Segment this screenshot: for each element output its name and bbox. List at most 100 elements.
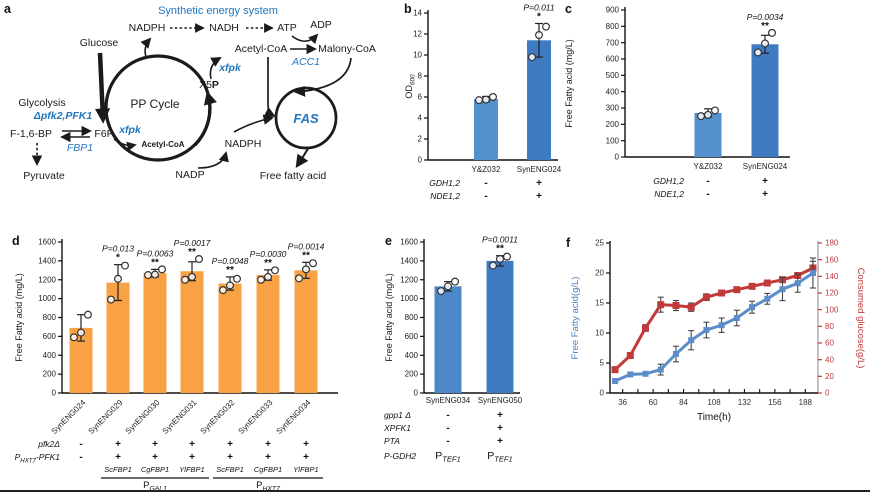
label-acc1-gene: ACC1 <box>291 56 320 68</box>
data-point <box>488 261 497 270</box>
series-marker <box>733 286 741 294</box>
y-axis-title: Free Fatty acid (mg/L) <box>564 39 574 128</box>
series-marker <box>672 302 680 309</box>
data-point <box>711 106 720 115</box>
y-tick-label: 700 <box>606 38 620 47</box>
significance-stars: ** <box>496 244 504 255</box>
chart-svg-f: 0 5 10 15 20 25 Free Fatty acid(g/L) 0 20 40 60 80 1… <box>570 239 866 423</box>
genotype-row-label: NDE1,2 <box>430 191 460 201</box>
y-tick-label: 0 <box>52 389 57 398</box>
series-marker <box>763 279 771 287</box>
genotype-value: CgFBP1 <box>254 465 282 474</box>
genotype-value: + <box>303 452 309 463</box>
arrow-nadp-to-nadph <box>197 151 229 169</box>
genotype-row-label: NDE1,2 <box>654 189 684 199</box>
label-f6p: F6P <box>94 128 113 140</box>
genotype-row-label: PTA <box>384 436 400 446</box>
arrow-atp-to-adp <box>291 33 319 45</box>
genotype-row-label: GDH1,2 <box>429 178 460 188</box>
genotype-value: - <box>79 452 82 463</box>
data-point <box>151 270 160 279</box>
data-point <box>481 95 490 104</box>
genotype-value: + <box>227 439 233 450</box>
panel-letter-c: c <box>565 2 572 16</box>
p-value: P=0.0011 <box>482 235 518 245</box>
y-tick-label: 1200 <box>400 275 418 284</box>
right-y-tick-label: 100 <box>825 305 839 314</box>
genotype-value: + <box>762 176 768 187</box>
arrow-cycle-to-x5p <box>193 90 217 147</box>
bar-SynENG031 <box>180 271 204 393</box>
genotype-value: CgFBP1 <box>141 465 169 474</box>
y-axis-title: Free Fatty acid (mg/L) <box>14 273 24 362</box>
x-tick-label: 36 <box>618 398 627 407</box>
panel-a-diagram: Synthetic energy system NADPH NADH ATP A… <box>10 5 376 182</box>
series-marker <box>611 366 619 374</box>
significance-stars: ** <box>302 250 310 261</box>
x-category-label: SynENG050 <box>478 396 523 405</box>
right-y-tick-label: 180 <box>825 239 839 248</box>
panel-letter-b: b <box>404 2 412 16</box>
genotype-value: + <box>303 439 309 450</box>
data-point <box>754 48 763 57</box>
y-tick-label: 1000 <box>38 294 56 303</box>
data-point <box>257 275 266 284</box>
y-tick-label: 1200 <box>38 275 56 284</box>
genotype-value: - <box>706 189 709 200</box>
label-pp-cycle: PP Cycle <box>130 97 179 111</box>
data-point <box>195 254 204 263</box>
arrow-nadph-to-fas <box>233 114 274 133</box>
series-marker <box>627 371 634 378</box>
p-value: P=0.011 <box>523 3 555 13</box>
y-tick-label: 400 <box>405 351 419 360</box>
arrow-fas-to-ffa <box>295 146 310 169</box>
y-tick-label: 4 <box>418 114 423 123</box>
x-tick-label: 132 <box>738 398 752 407</box>
series-marker <box>748 282 756 290</box>
data-point <box>144 271 153 280</box>
label-acetyl-coa-top: Acetyl-CoA <box>235 43 288 55</box>
genotype-row-label: pfk2Δ <box>37 439 60 449</box>
panel-f-chart: 0 5 10 15 20 25 Free Fatty acid(g/L) 0 20 40 60 80 1… <box>562 232 870 477</box>
genotype-value: PTEF1 <box>487 450 512 464</box>
genotype-value: - <box>446 423 449 434</box>
data-point <box>528 53 537 62</box>
panel-b-chart: 0 2 4 6 8 10 12 14 OD600 P=0.011 * Y&Z032 SynENG024 G… <box>398 0 570 235</box>
data-point <box>106 295 115 304</box>
genotype-value: ScFBP1 <box>216 465 244 474</box>
left-y-tick-label: 20 <box>595 269 604 278</box>
x-category-label: SynENG024 <box>743 162 788 171</box>
y-tick-label: 600 <box>606 55 620 64</box>
series-marker <box>626 352 634 359</box>
x-category-label: SynENG031 <box>161 398 199 436</box>
x-category-label: Y&Z032 <box>694 162 723 171</box>
y-tick-label: 200 <box>405 370 419 379</box>
p-value: P=0.013 <box>102 244 134 254</box>
series-marker <box>718 289 726 297</box>
y-tick-label: 1000 <box>400 294 418 303</box>
series-marker <box>764 295 771 302</box>
data-point <box>158 265 167 274</box>
right-y-tick-label: 160 <box>825 255 839 264</box>
genotype-value: - <box>79 439 82 450</box>
left-y-tick-label: 25 <box>595 239 604 248</box>
label-free-fatty-acid: Free fatty acid <box>260 170 327 182</box>
series-marker <box>688 337 695 344</box>
label-adp: ADP <box>310 19 332 31</box>
x-tick-label: 84 <box>679 398 688 407</box>
data-point <box>761 39 770 48</box>
y-tick-label: 1600 <box>38 238 56 247</box>
x-category-label: SynENG034 <box>275 398 313 436</box>
y-tick-label: 12 <box>413 30 422 39</box>
data-point <box>271 266 280 275</box>
right-y-tick-label: 60 <box>825 339 834 348</box>
series-marker <box>642 370 649 377</box>
series-marker <box>657 301 665 309</box>
genotype-value: + <box>115 439 121 450</box>
data-point <box>704 110 713 119</box>
genotype-value: - <box>446 410 449 421</box>
data-point <box>113 274 122 283</box>
bar-SynENG033 <box>256 275 280 393</box>
y-tick-label: 1600 <box>400 238 418 247</box>
x-category-label: SynENG024 <box>50 398 88 436</box>
